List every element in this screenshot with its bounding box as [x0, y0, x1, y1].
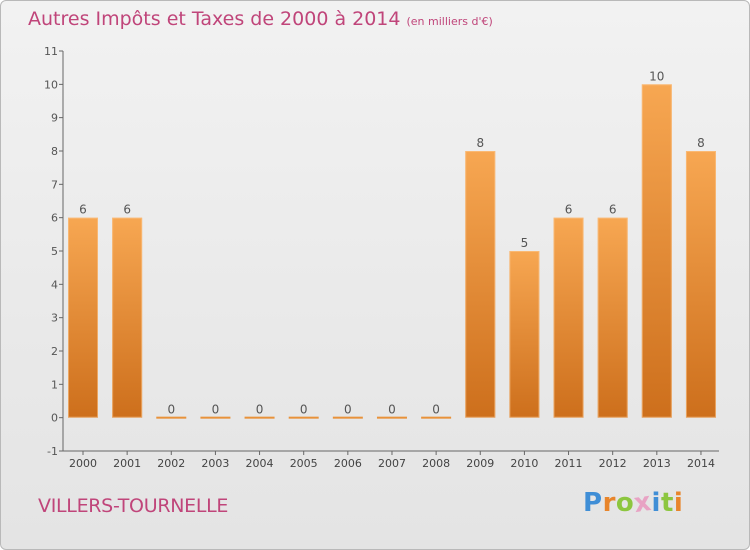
x-tick-label: 2013 [643, 457, 671, 470]
bar-highlight [597, 217, 628, 418]
logo-letter: o [615, 488, 635, 518]
bar-highlight [553, 217, 584, 418]
y-tick-label: 2 [51, 345, 58, 358]
bar [244, 416, 275, 419]
data-label: 0 [344, 403, 352, 417]
bar [685, 151, 716, 418]
x-tick-label: 2004 [246, 457, 274, 470]
x-tick-label: 2014 [687, 457, 715, 470]
x-tick-label: 2005 [290, 457, 318, 470]
bar [288, 416, 319, 419]
bar [421, 416, 452, 419]
y-tick-label: 4 [51, 278, 58, 291]
x-tick-label: 2006 [334, 457, 362, 470]
chart-title: Autres Impôts et Taxes de 2000 à 2014 [28, 8, 401, 30]
x-tick-label: 2010 [510, 457, 538, 470]
x-tick-label: 2012 [599, 457, 627, 470]
data-label: 0 [212, 403, 220, 417]
x-tick-label: 2007 [378, 457, 406, 470]
bar [332, 416, 363, 419]
y-tick-label: 3 [51, 312, 58, 325]
x-tick-label: 2011 [555, 457, 583, 470]
bar [156, 416, 187, 419]
logo-letter: i [673, 488, 684, 518]
logo-letter: P [583, 488, 603, 518]
x-tick-label: 2009 [466, 457, 494, 470]
logo-letter: r [602, 488, 616, 518]
data-label: 0 [256, 403, 264, 417]
y-tick-label: 8 [51, 145, 58, 158]
logo-letter: i [651, 488, 661, 518]
y-tick-label: 10 [44, 78, 58, 91]
data-label: 0 [388, 403, 396, 417]
bar [68, 217, 98, 418]
bar-highlight [685, 151, 716, 418]
chart-bars [68, 84, 716, 419]
data-label: 6 [609, 203, 617, 217]
bar-highlight [68, 217, 98, 418]
y-tick-label: 7 [51, 178, 58, 191]
bar-highlight [112, 217, 143, 418]
y-tick-label: -1 [47, 445, 58, 458]
bar [465, 151, 496, 418]
y-tick-label: 5 [51, 245, 58, 258]
data-label: 5 [521, 236, 529, 250]
data-label: 6 [79, 203, 87, 217]
data-label: 6 [565, 203, 573, 217]
bar [376, 416, 407, 419]
x-tick-label: 2000 [69, 457, 97, 470]
bar [553, 217, 584, 418]
data-label: 0 [300, 403, 308, 417]
logo-letter: x [632, 486, 654, 520]
x-tick-label: 2003 [201, 457, 229, 470]
y-tick-label: 6 [51, 212, 58, 225]
chart-axes: -1 0 1 2 3 4 5 6 7 8 9 10 11 [44, 45, 719, 458]
bar [597, 217, 628, 418]
y-tick-label: 1 [51, 378, 58, 391]
bar [112, 217, 143, 418]
logo-letter: t [660, 488, 674, 518]
bar-highlight [509, 251, 540, 418]
bar-highlight [641, 84, 672, 418]
data-label: 0 [167, 403, 175, 417]
x-tick-label: 2001 [113, 457, 141, 470]
x-tick-label: 2008 [422, 457, 450, 470]
commune-name: VILLERS-TOURNELLE [38, 495, 229, 517]
data-label: 8 [476, 136, 484, 150]
data-label: 6 [123, 203, 131, 217]
bar [641, 84, 672, 418]
proxiti-logo[interactable]: Proxiti [583, 486, 684, 520]
chart-title-block: Autres Impôts et Taxes de 2000 à 2014 (en… [28, 8, 493, 30]
data-label: 8 [697, 136, 705, 150]
bar-highlight [465, 151, 496, 418]
chart-unit: (en milliers d'€) [406, 15, 493, 28]
y-tick-label: 11 [44, 45, 58, 58]
chart-labels: 6 2000 6 2001 0 2002 0 2003 0 2004 0 2005 0 2006 0 2007… [69, 69, 715, 470]
bar [200, 416, 231, 419]
y-tick-label: 0 [51, 412, 58, 425]
x-tick-label: 2002 [157, 457, 185, 470]
data-label: 10 [649, 69, 664, 83]
bar [509, 251, 540, 418]
y-tick-label: 9 [51, 112, 58, 125]
data-label: 0 [432, 403, 440, 417]
